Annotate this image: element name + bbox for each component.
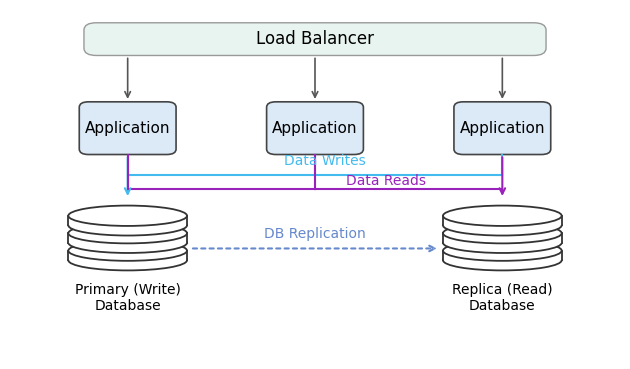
Bar: [68, 251, 187, 260]
Bar: [68, 216, 187, 225]
Text: Replica (Read)
Database: Replica (Read) Database: [452, 283, 553, 313]
Ellipse shape: [443, 250, 562, 270]
Ellipse shape: [68, 232, 187, 253]
Ellipse shape: [68, 215, 187, 235]
Ellipse shape: [68, 223, 187, 244]
Text: Application: Application: [272, 121, 358, 136]
Ellipse shape: [443, 232, 562, 253]
FancyBboxPatch shape: [454, 102, 551, 155]
Bar: [443, 216, 562, 225]
Ellipse shape: [443, 215, 562, 235]
Ellipse shape: [443, 223, 562, 244]
Text: Application: Application: [459, 121, 545, 136]
Text: Load Balancer: Load Balancer: [256, 30, 374, 48]
FancyBboxPatch shape: [266, 102, 364, 155]
Text: DB Replication: DB Replication: [264, 227, 366, 241]
Bar: [443, 233, 562, 243]
Ellipse shape: [443, 206, 562, 226]
FancyBboxPatch shape: [84, 23, 546, 55]
Bar: [443, 251, 562, 260]
Text: Application: Application: [85, 121, 171, 136]
FancyBboxPatch shape: [79, 102, 176, 155]
Ellipse shape: [68, 206, 187, 226]
Ellipse shape: [68, 241, 187, 261]
Ellipse shape: [68, 250, 187, 270]
Text: Data Reads: Data Reads: [346, 175, 427, 189]
Ellipse shape: [443, 241, 562, 261]
Text: Data Writes: Data Writes: [284, 154, 365, 168]
Text: Primary (Write)
Database: Primary (Write) Database: [75, 283, 181, 313]
Bar: [68, 233, 187, 243]
